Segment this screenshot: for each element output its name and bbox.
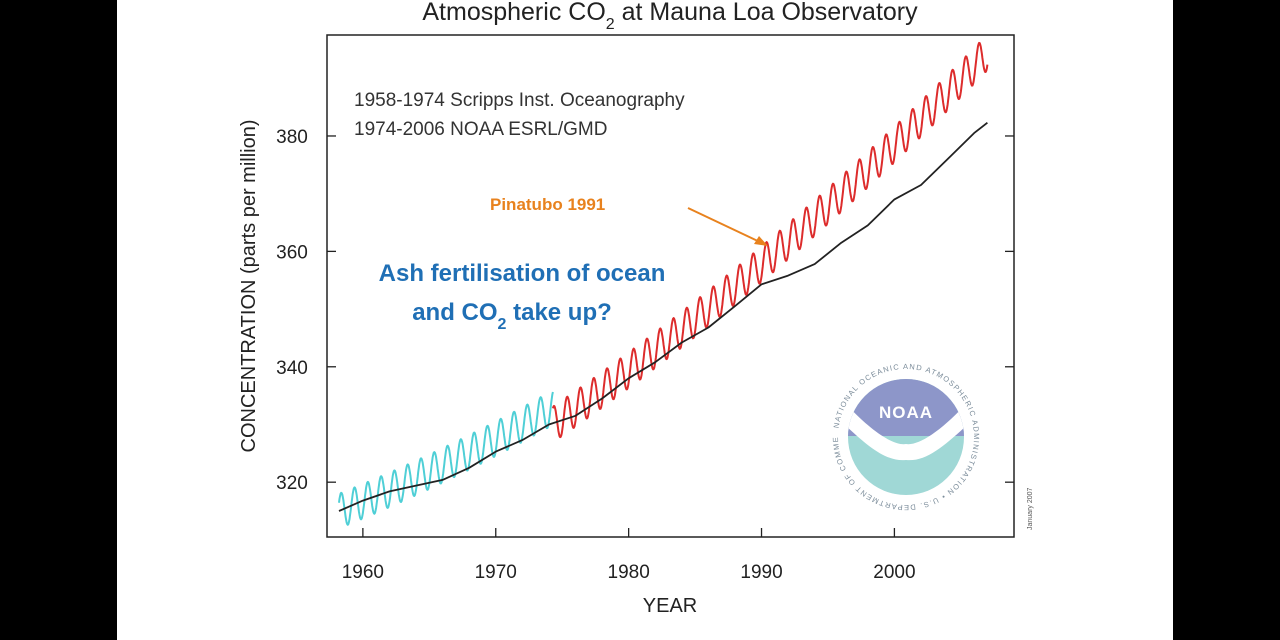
chart-title: Atmospheric CO2 at Mauna Loa Observatory: [422, 0, 918, 33]
y-tick-label: 380: [276, 127, 308, 148]
logo-name: NOAA: [879, 403, 933, 422]
x-tick-label: 2000: [873, 562, 915, 583]
source-note-2: 1974-2006 NOAA ESRL/GMD: [354, 119, 607, 140]
plot-frame: [326, 34, 1015, 538]
x-tick-label: 1990: [740, 562, 782, 583]
pinatubo-arrow-head: [754, 236, 768, 246]
logo-bird: [848, 404, 964, 461]
question-line-2: and CO2 take up?: [412, 299, 612, 333]
x-tick-label: 1970: [475, 562, 517, 583]
x-tick-label: 1980: [608, 562, 650, 583]
x-tick-label: 1960: [342, 562, 384, 583]
pinatubo-label: Pinatubo 1991: [490, 195, 605, 214]
x-axis: 1960 1970 1980 1990 2000: [342, 528, 916, 583]
source-note-1: 1958-1974 Scripps Inst. Oceanography: [354, 90, 685, 111]
slide-background: [117, 0, 1173, 640]
series-line-0: [338, 391, 554, 526]
question-line-1: Ash fertilisation of ocean: [379, 260, 666, 287]
date-credit: January 2007: [1027, 487, 1034, 530]
y-tick-label: 320: [276, 473, 308, 494]
series-line-2: [338, 121, 988, 512]
pinatubo-arrow-line: [687, 207, 763, 244]
y-tick-label: 360: [276, 242, 308, 263]
y-axis: 320 340 360 380: [276, 127, 1014, 494]
y-tick-label: 340: [276, 358, 308, 379]
series-line-1: [551, 41, 989, 439]
x-axis-label: YEAR: [643, 595, 697, 617]
series-layer: [338, 41, 989, 526]
y-axis-label: CONCENTRATION (parts per million): [238, 120, 260, 453]
